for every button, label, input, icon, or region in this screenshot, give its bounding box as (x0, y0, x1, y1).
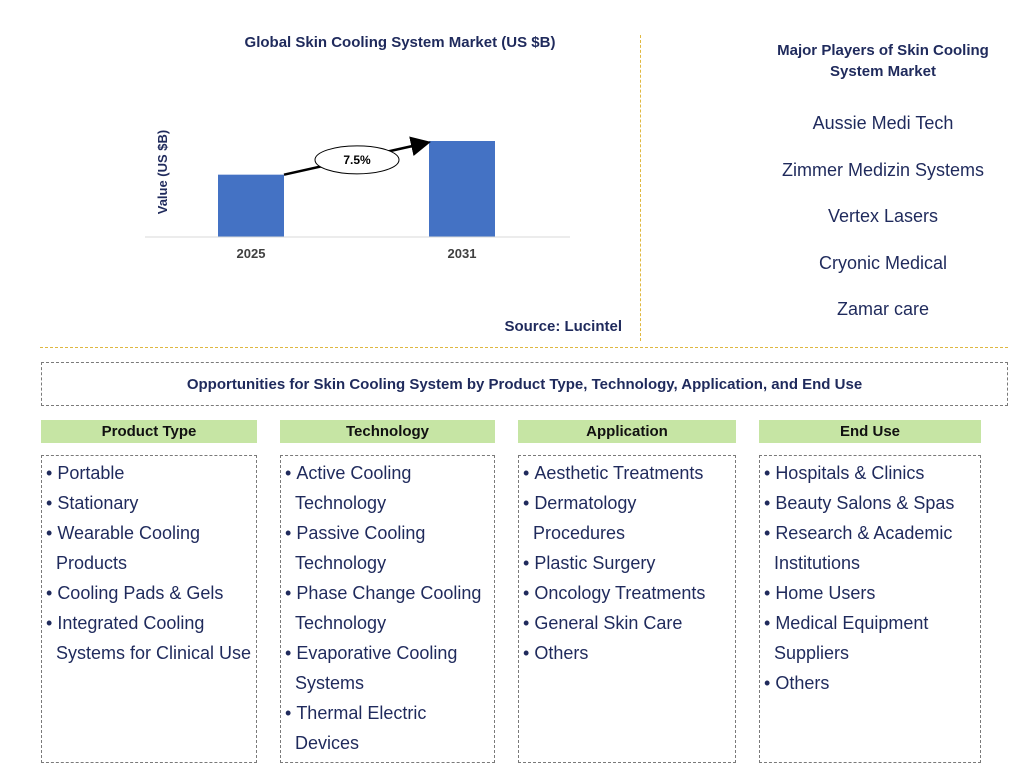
list-item: Dermatology Procedures (523, 488, 731, 548)
cagr-label: 7.5% (343, 153, 371, 167)
bar-2025 (218, 174, 284, 237)
cagr-ellipse (314, 145, 400, 175)
list-item: Evaporative Cooling Systems (285, 638, 490, 698)
list-item: Thermal Electric Devices (285, 698, 490, 758)
column-header-product-type: Product Type (41, 420, 257, 443)
bar-chart: 2025 2031 7.5% Value (US $B) (145, 130, 570, 261)
bar-2031 (429, 141, 495, 237)
list-item: Portable (46, 458, 252, 488)
column-header-end-use: End Use (759, 420, 981, 443)
y-axis-label: Value (US $B) (155, 130, 170, 215)
horizontal-divider (40, 347, 1008, 348)
opportunities-banner: Opportunities for Skin Cooling System by… (41, 362, 1008, 406)
player-item: Zamar care (836, 299, 930, 319)
players-title: Major Players of Skin Cooling System Mar… (777, 42, 989, 80)
list-item: Plastic Surgery (523, 548, 731, 578)
list-item: Cooling Pads & Gels (46, 578, 252, 608)
player-item: Cryonic Medical (818, 252, 948, 273)
player-item: Zimmer Medizin Systems (781, 159, 985, 180)
x-tick-label: 2031 (448, 246, 477, 261)
column-box-product-type: Portable Stationary Wearable Cooling Pro… (41, 455, 257, 763)
list-item: Integrated Cooling Systems for Clinical … (46, 608, 252, 668)
column-box-technology: Active Cooling Technology Passive Coolin… (280, 455, 495, 763)
chart-source: Source: Lucintel (504, 318, 622, 335)
players-list: Aussie Medi Tech Zimmer Medizin Systems … (755, 110, 1011, 343)
list-item: General Skin Care (523, 608, 731, 638)
list-item: Phase Change Cooling Technology (285, 578, 490, 638)
list-item: Wearable Cooling Products (46, 518, 252, 578)
column-box-end-use: Hospitals & Clinics Beauty Salons & Spas… (759, 455, 981, 763)
list-item: Stationary (46, 488, 252, 518)
list-item: Hospitals & Clinics (764, 458, 976, 488)
column-header-application: Application (518, 420, 736, 443)
list-item: Active Cooling Technology (285, 458, 490, 518)
list-item: Oncology Treatments (523, 578, 731, 608)
list-item: Research & Academic Institutions (764, 518, 976, 578)
list-item: Home Users (764, 578, 976, 608)
x-tick-label: 2025 (237, 246, 266, 261)
player-item: Vertex Lasers (827, 206, 939, 226)
list-item: Beauty Salons & Spas (764, 488, 976, 518)
list-item: Others (764, 668, 976, 698)
vertical-divider (640, 35, 641, 341)
chart-title: Global Skin Cooling System Market (US $B… (244, 34, 556, 51)
column-box-application: Aesthetic Treatments Dermatology Procedu… (518, 455, 736, 763)
list-item: Others (523, 638, 731, 668)
list-item: Passive Cooling Technology (285, 518, 490, 578)
player-item: Aussie Medi Tech (812, 113, 954, 133)
list-item: Medical Equipment Suppliers (764, 608, 976, 668)
list-item: Aesthetic Treatments (523, 458, 731, 488)
column-header-technology: Technology (280, 420, 495, 443)
